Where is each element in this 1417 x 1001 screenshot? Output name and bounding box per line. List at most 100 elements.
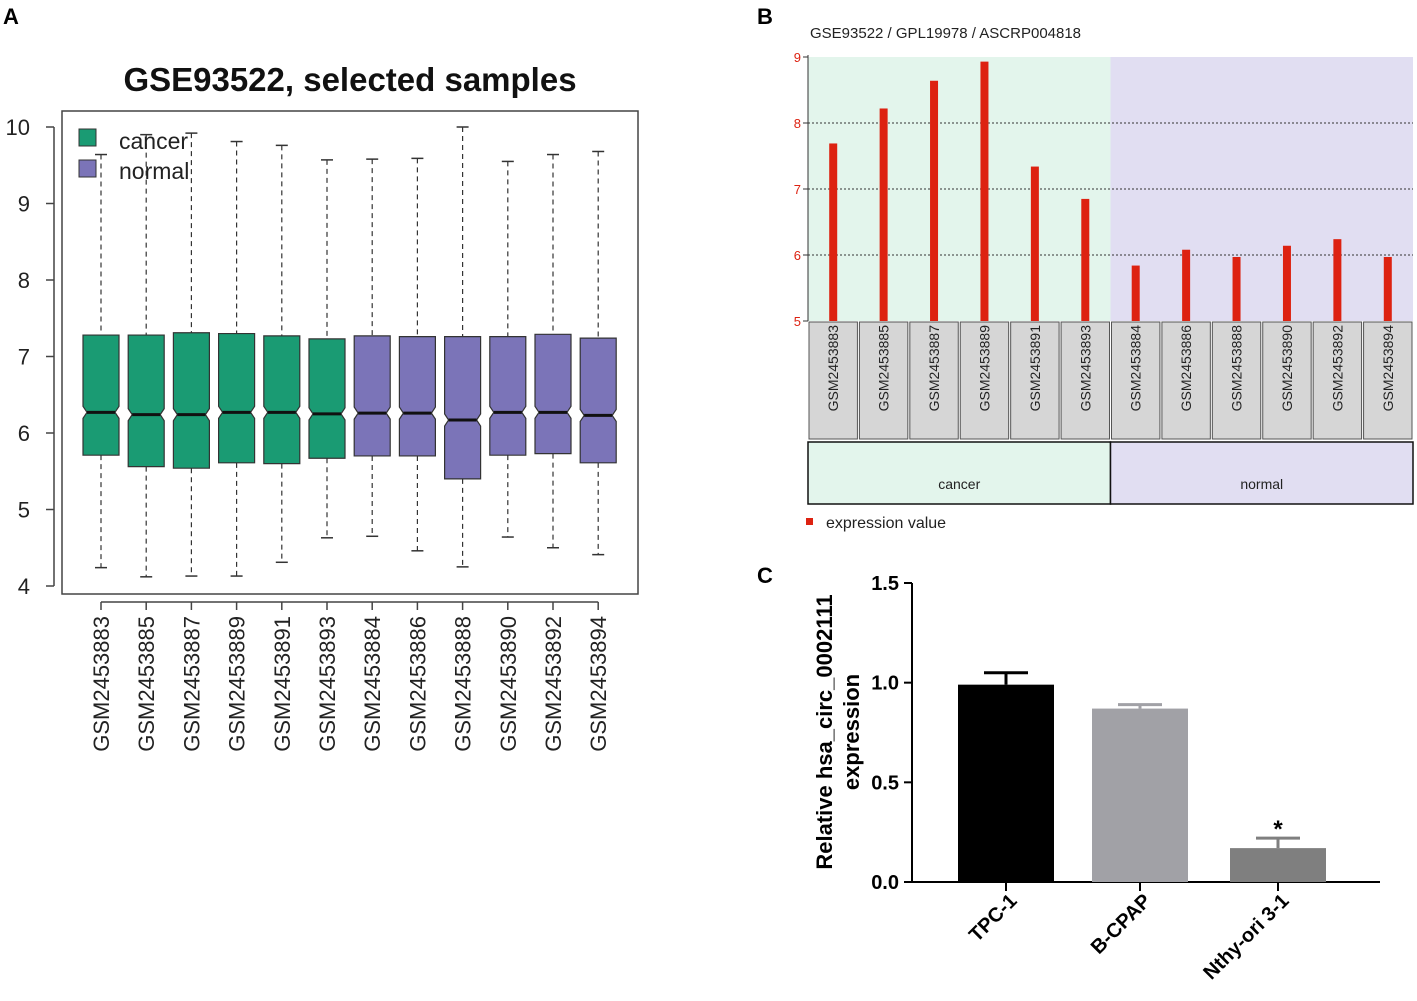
x-tick-label: GSM2453886 — [405, 616, 430, 752]
x-tick-label: GSM2453890 — [496, 616, 521, 752]
y-tick-label: 6 — [18, 421, 30, 446]
y-tick-label: 0.5 — [871, 772, 899, 794]
box-cancer — [263, 335, 301, 465]
x-tick-label: TPC-1 — [965, 890, 1021, 946]
y-axis-title-line2: expression — [839, 674, 864, 790]
group-label-row: cancer normal — [807, 441, 1414, 505]
sample-label: GSM2453888 — [1229, 325, 1245, 412]
group-backgrounds — [808, 57, 1413, 321]
sample-label: GSM2453893 — [1077, 325, 1093, 412]
sample-label-box — [1161, 321, 1211, 440]
legend-marker-expression — [806, 518, 813, 525]
sample-label-box — [1060, 321, 1111, 440]
sample-label: GSM2453885 — [876, 325, 892, 412]
box-cancer — [127, 334, 165, 468]
box-cancer — [82, 334, 120, 456]
sample-label-box — [1262, 321, 1312, 440]
sample-label: GSM2453889 — [976, 325, 992, 412]
y-axis-title-line1: Relative hsa_circ_0002111 — [812, 594, 837, 869]
y-tick-label: 7 — [18, 345, 30, 370]
y-tick-label: 10 — [6, 115, 30, 140]
boxplot-x-labels: GSM2453883 GSM2453885 GSM2453887 GSM2453889… — [89, 601, 611, 752]
sample-label-box — [1363, 321, 1413, 440]
expression-bar — [1383, 256, 1392, 321]
x-tick-label: B-CPAP — [1087, 890, 1156, 959]
sample-label: GSM2453884 — [1128, 325, 1144, 412]
group-label-normal: normal — [1240, 476, 1283, 492]
bar — [1230, 848, 1326, 882]
box-normal — [579, 337, 617, 464]
y-tick-label: 5 — [18, 498, 30, 523]
legend-swatch-cancer — [78, 128, 97, 147]
x-tick-label: GSM2453891 — [270, 616, 295, 752]
x-tick-label: Nthy-ori 3-1 — [1199, 890, 1293, 984]
panel-label-a: A — [3, 4, 19, 29]
box-normal — [398, 336, 436, 457]
x-tick-label: GSM2453893 — [315, 616, 340, 752]
legend-label-normal: normal — [119, 158, 189, 184]
boxplot-legend: cancer normal — [78, 128, 189, 184]
box-normal — [444, 336, 482, 480]
y-tick-label: 6 — [794, 248, 801, 263]
boxplot-boxes — [82, 126, 617, 578]
y-tick-label: 0.0 — [871, 872, 899, 894]
sample-label: GSM2453887 — [926, 325, 942, 412]
box-normal — [489, 336, 527, 456]
sample-label-box — [1312, 321, 1363, 440]
sample-label-box — [909, 321, 959, 440]
x-tick-label: GSM2453883 — [89, 616, 114, 752]
y-tick-label: 7 — [794, 182, 801, 197]
box-cancer — [172, 332, 210, 469]
relative-expression-chart: Relative hsa_circ_0002111 expression 0.0… — [812, 573, 1380, 984]
group-box-normal — [1109, 441, 1414, 505]
x-tick-label: GSM2453889 — [225, 616, 250, 752]
y-tick-label: 8 — [18, 268, 30, 293]
y-tick-label: 5 — [794, 314, 801, 329]
sample-label-boxes: GSM2453883 GSM2453885 GSM2453887 GSM2453889… — [808, 321, 1413, 440]
bar — [1092, 708, 1188, 882]
y-tick-label: 9 — [18, 192, 30, 217]
bar-chart-x-labels: TPC-1 B-CPAP Nthy-ori 3-1 — [965, 882, 1294, 984]
expression-bar — [1282, 245, 1291, 321]
expression-chart: GSE93522 / GPL19978 / ASCRP004818 56789 … — [794, 25, 1414, 532]
sample-label: GSM2453883 — [825, 325, 841, 412]
boxplot-frame — [61, 110, 639, 595]
group-label-cancer: cancer — [938, 476, 980, 492]
expression-y-axis: 5 6 7 8 9 — [794, 50, 809, 329]
box-cancer — [308, 338, 346, 459]
y-tick-label: 8 — [794, 116, 801, 131]
boxplot-y-axis: 4 5 6 7 8 9 10 — [6, 115, 55, 599]
legend-label-cancer: cancer — [119, 128, 188, 154]
x-tick-label: GSM2453887 — [179, 616, 204, 752]
x-tick-label: GSM2453894 — [586, 616, 611, 752]
expression-bar — [1182, 249, 1191, 321]
panel-label-c: C — [757, 563, 773, 588]
x-tick-label: GSM2453884 — [360, 616, 385, 752]
boxplot-chart: GSE93522, selected samples 4 5 6 7 8 9 10 GSM2… — [6, 61, 639, 752]
expression-bar — [1131, 265, 1140, 321]
expression-bars — [829, 61, 1392, 322]
sample-label-box — [858, 321, 909, 440]
x-tick-label: GSM2453892 — [541, 616, 566, 752]
y-tick-label: 4 — [18, 574, 30, 599]
expression-chart-title: GSE93522 / GPL19978 / ASCRP004818 — [810, 25, 1081, 42]
significance-marker: * — [1273, 816, 1283, 843]
expression-bar — [1333, 239, 1342, 321]
sample-label-box — [959, 321, 1010, 440]
y-tick-label: 9 — [794, 50, 801, 65]
expression-bar — [930, 80, 939, 321]
gridlines — [808, 122, 1413, 256]
expression-bar — [1232, 256, 1241, 321]
box-normal — [534, 333, 572, 455]
y-tick-label: 1.0 — [871, 673, 899, 695]
expression-bar — [980, 61, 989, 322]
sample-label-box — [1010, 321, 1060, 440]
expression-bar — [1030, 166, 1039, 321]
box-cancer — [218, 332, 256, 464]
y-tick-label: 1.5 — [871, 573, 899, 595]
sample-label-box — [808, 321, 858, 440]
sample-label: GSM2453892 — [1329, 325, 1345, 412]
sample-label-box — [1211, 321, 1262, 440]
expression-bar — [879, 108, 888, 321]
